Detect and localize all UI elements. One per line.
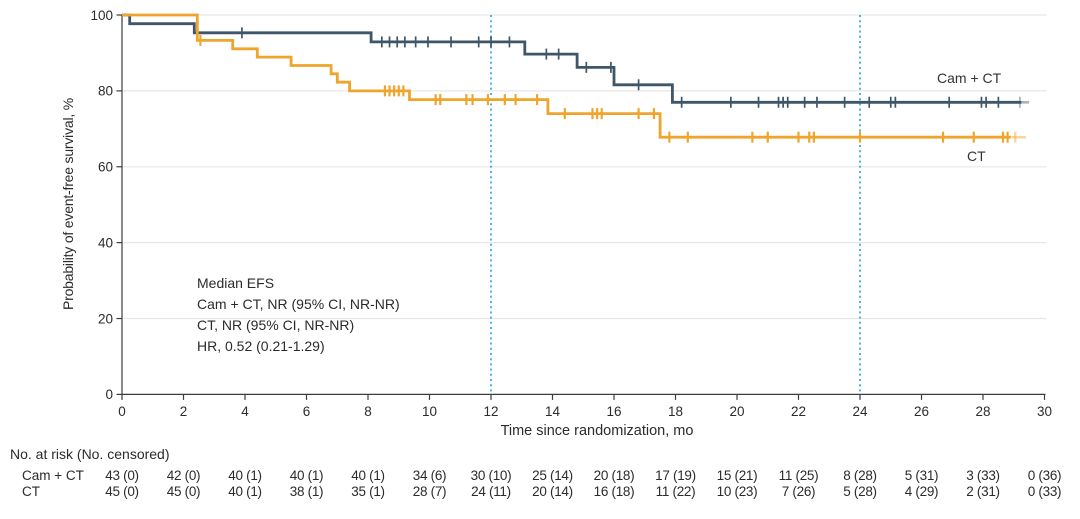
x-tick-label: 2 xyxy=(180,404,188,419)
risk-value: 3 (33) xyxy=(966,468,1000,483)
risk-value: 20 (18) xyxy=(593,468,635,483)
risk-value: 38 (1) xyxy=(289,484,324,499)
risk-value: 40 (1) xyxy=(351,468,385,483)
x-tick-label: 18 xyxy=(668,404,683,419)
risk-value: 30 (10) xyxy=(470,468,512,483)
x-tick-label: 6 xyxy=(303,404,311,419)
risk-value: 45 (0) xyxy=(105,484,139,499)
risk-value: 42 (0) xyxy=(166,468,201,483)
y-tick-label: 40 xyxy=(98,235,113,250)
x-tick-label: 8 xyxy=(364,404,372,419)
risk-value: 25 (14) xyxy=(532,468,573,483)
y-tick-label: 100 xyxy=(90,8,113,23)
x-tick-label: 22 xyxy=(791,404,806,419)
risk-value: 11 (22) xyxy=(655,484,696,499)
risk-value: 7 (26) xyxy=(781,484,816,499)
series-label-camct: Cam + CT xyxy=(937,70,1002,86)
y-tick-label: 20 xyxy=(98,311,113,326)
risk-value: 0 (36) xyxy=(1027,468,1062,483)
risk-value: 0 (33) xyxy=(1027,484,1062,499)
risk-value: 28 (7) xyxy=(412,484,447,499)
risk-value: 17 (19) xyxy=(655,468,696,483)
risk-row-label-camct: Cam + CT xyxy=(22,468,84,483)
x-tick-label: 0 xyxy=(118,404,126,419)
risk-value: 4 (29) xyxy=(904,484,939,499)
x-tick-label: 16 xyxy=(606,404,621,419)
x-axis-title: Time since randomization, mo xyxy=(500,423,694,439)
risk-value: 15 (21) xyxy=(716,468,758,483)
annotation-line-camct: Cam + CT, NR (95% CI, NR-NR) xyxy=(197,296,400,312)
x-tick-label: 20 xyxy=(729,404,744,419)
x-tick-label: 26 xyxy=(914,404,929,419)
risk-value: 16 (18) xyxy=(593,484,635,499)
x-tick-label: 30 xyxy=(1037,404,1052,419)
x-tick-label: 12 xyxy=(483,404,498,419)
y-tick-label: 0 xyxy=(105,387,113,402)
y-tick-label: 80 xyxy=(98,84,113,99)
x-tick-label: 4 xyxy=(241,404,249,419)
annotation-line-hr: HR, 0.52 (0.21-1.29) xyxy=(197,338,325,354)
risk-value: 34 (6) xyxy=(412,468,447,483)
risk-value: 20 (14) xyxy=(532,484,573,499)
x-tick-label: 14 xyxy=(545,404,561,419)
x-tick-label: 24 xyxy=(852,404,868,419)
risk-value: 45 (0) xyxy=(166,484,201,499)
y-axis-title: Probability of event-free survival, % xyxy=(60,97,76,311)
annotation-line-ct: CT, NR (95% CI, NR-NR) xyxy=(197,317,355,333)
annotation-line-median: Median EFS xyxy=(197,275,275,291)
risk-value: 24 (11) xyxy=(471,484,511,499)
risk-value: 5 (28) xyxy=(843,484,877,499)
risk-value: 40 (1) xyxy=(228,468,262,483)
risk-table-header: No. at risk (No. censored) xyxy=(10,446,170,462)
series-label-ct: CT xyxy=(967,148,986,164)
risk-value: 40 (1) xyxy=(289,468,324,483)
risk-value: 2 (31) xyxy=(966,484,1000,499)
km-curve-ct xyxy=(122,13,1011,139)
risk-value: 40 (1) xyxy=(228,484,262,499)
y-tick-label: 60 xyxy=(98,160,113,175)
x-tick-label: 28 xyxy=(975,404,990,419)
risk-value: 8 (28) xyxy=(843,468,877,483)
x-tick-label: 10 xyxy=(422,404,437,419)
risk-value: 5 (31) xyxy=(904,468,939,483)
risk-value: 10 (23) xyxy=(716,484,758,499)
km-curve-camct xyxy=(122,13,1022,104)
risk-value: 35 (1) xyxy=(351,484,385,499)
median-efs-annotation: Median EFS Cam + CT, NR (95% CI, NR-NR) … xyxy=(197,273,400,357)
risk-value: 43 (0) xyxy=(105,468,139,483)
risk-value: 11 (25) xyxy=(778,468,819,483)
risk-row-label-ct: CT xyxy=(22,484,40,499)
